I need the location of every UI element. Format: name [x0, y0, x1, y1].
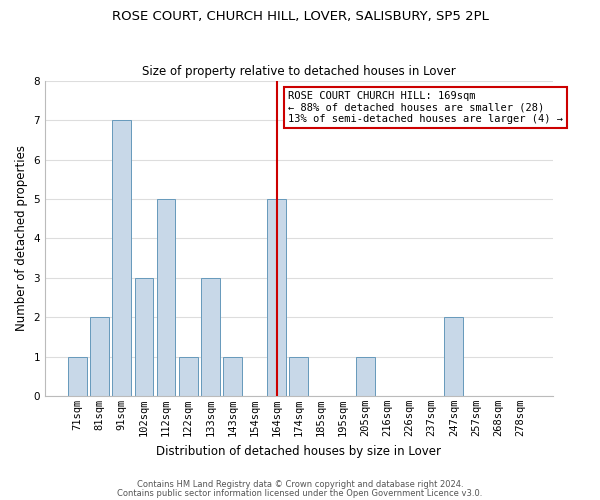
Text: ROSE COURT CHURCH HILL: 169sqm
← 88% of detached houses are smaller (28)
13% of : ROSE COURT CHURCH HILL: 169sqm ← 88% of …	[288, 91, 563, 124]
Title: Size of property relative to detached houses in Lover: Size of property relative to detached ho…	[142, 66, 456, 78]
Y-axis label: Number of detached properties: Number of detached properties	[15, 146, 28, 332]
Bar	[112, 120, 131, 396]
Bar	[223, 356, 242, 396]
Bar	[134, 278, 154, 396]
Bar	[445, 317, 463, 396]
Bar	[201, 278, 220, 396]
Bar	[268, 199, 286, 396]
Text: ROSE COURT, CHURCH HILL, LOVER, SALISBURY, SP5 2PL: ROSE COURT, CHURCH HILL, LOVER, SALISBUR…	[112, 10, 488, 23]
Bar	[90, 317, 109, 396]
Bar	[179, 356, 197, 396]
Bar	[157, 199, 175, 396]
Bar	[356, 356, 374, 396]
Text: Contains HM Land Registry data © Crown copyright and database right 2024.: Contains HM Land Registry data © Crown c…	[137, 480, 463, 489]
Text: Contains public sector information licensed under the Open Government Licence v3: Contains public sector information licen…	[118, 488, 482, 498]
X-axis label: Distribution of detached houses by size in Lover: Distribution of detached houses by size …	[157, 444, 442, 458]
Bar	[68, 356, 87, 396]
Bar	[289, 356, 308, 396]
